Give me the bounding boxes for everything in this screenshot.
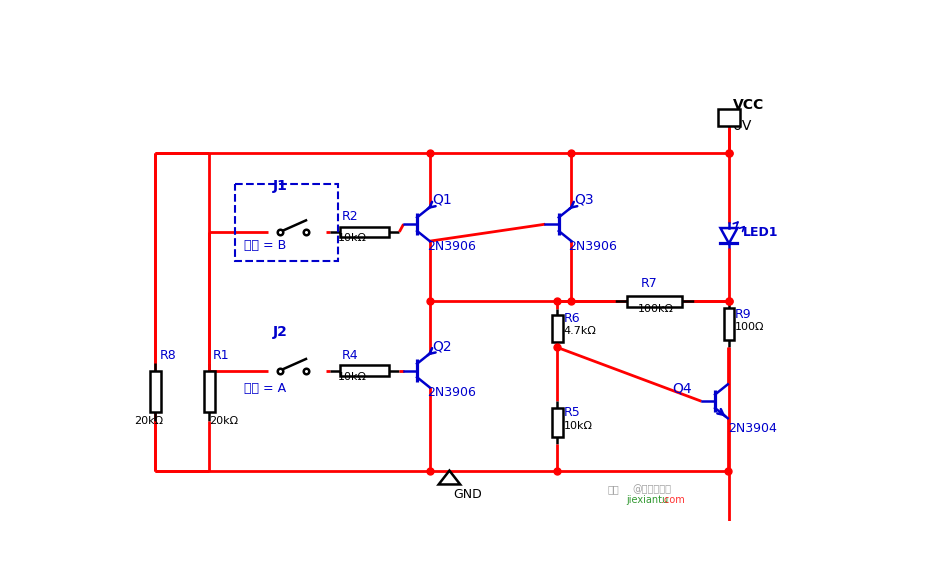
Text: 2N3904: 2N3904 [728, 422, 777, 435]
Text: 按键 = A: 按键 = A [244, 382, 286, 395]
Text: 6V: 6V [732, 119, 750, 133]
Text: R6: R6 [563, 312, 579, 325]
Bar [204, 371, 214, 412]
Text: R1: R1 [212, 349, 229, 362]
Text: 2N3906: 2N3906 [568, 240, 616, 253]
Bar [627, 296, 681, 307]
Text: R8: R8 [159, 349, 176, 362]
Text: 100kΩ: 100kΩ [637, 304, 673, 314]
Text: 100Ω: 100Ω [734, 322, 764, 332]
Text: Q3: Q3 [573, 193, 593, 207]
Text: Q2: Q2 [432, 339, 451, 353]
Text: J1: J1 [272, 178, 286, 192]
Bar [340, 226, 388, 238]
Text: 按键 = B: 按键 = B [244, 239, 286, 252]
Text: R7: R7 [640, 277, 657, 290]
Text: J2: J2 [272, 325, 286, 339]
Text: 10kΩ: 10kΩ [337, 371, 366, 382]
Text: VCC: VCC [732, 98, 763, 112]
Text: R9: R9 [734, 308, 751, 321]
Text: @电路一点通: @电路一点通 [632, 484, 671, 494]
Text: jiexiantu: jiexiantu [626, 495, 668, 505]
Text: R4: R4 [341, 349, 358, 362]
Text: 2N3906: 2N3906 [426, 240, 476, 253]
Text: 4.7kΩ: 4.7kΩ [563, 326, 596, 336]
Text: Q1: Q1 [432, 193, 451, 207]
Bar [552, 408, 562, 438]
Bar [717, 109, 739, 126]
Bar [552, 315, 562, 342]
Bar [150, 371, 160, 412]
Text: 20kΩ: 20kΩ [209, 417, 238, 426]
Text: .com: .com [660, 495, 684, 505]
Text: R5: R5 [563, 407, 579, 419]
Text: 10kΩ: 10kΩ [337, 233, 366, 243]
Text: 2N3906: 2N3906 [426, 386, 476, 399]
Text: LED1: LED1 [742, 226, 778, 239]
Text: R2: R2 [341, 211, 358, 223]
Text: 头条: 头条 [606, 484, 618, 494]
Bar [723, 308, 733, 340]
Text: Q4: Q4 [672, 382, 692, 396]
Bar [340, 365, 388, 376]
Text: 10kΩ: 10kΩ [563, 421, 591, 431]
Text: GND: GND [452, 487, 481, 501]
Text: 20kΩ: 20kΩ [133, 417, 162, 426]
